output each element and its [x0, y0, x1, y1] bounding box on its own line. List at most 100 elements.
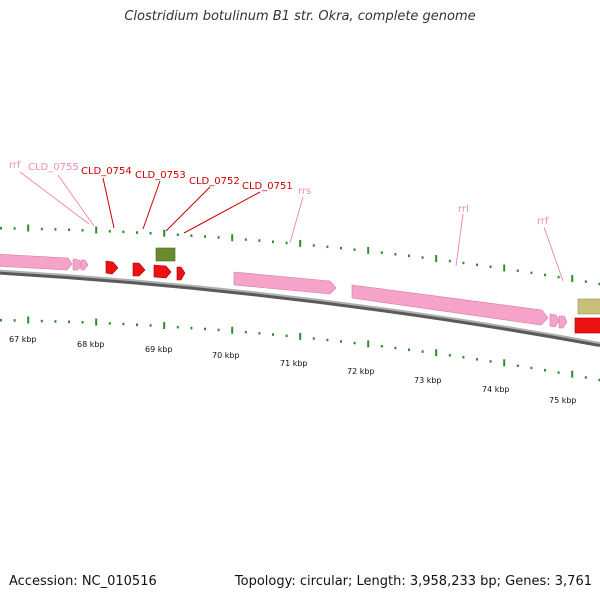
rna-feature[interactable] — [72, 258, 83, 271]
scale-minor-tick — [204, 327, 206, 331]
scale-minor-tick — [258, 332, 261, 335]
scale-major-tick — [27, 316, 30, 324]
scale-minor-tick — [340, 246, 342, 250]
cds-feature[interactable] — [153, 264, 172, 279]
feature-label[interactable]: rrf — [9, 160, 21, 171]
genome-backbone — [0, 269, 600, 344]
rna-feature[interactable] — [0, 253, 73, 271]
scale-minor-tick — [0, 319, 2, 322]
upper-scale-dots — [0, 224, 600, 286]
scale-minor-tick — [312, 337, 315, 340]
scale-minor-tick — [54, 320, 57, 323]
genome-summary-text: Topology: circular; Length: 3,958,233 bp… — [234, 574, 592, 589]
rna-feature[interactable] — [351, 284, 549, 326]
scale-minor-tick — [312, 244, 315, 247]
scale-minor-tick — [285, 334, 288, 338]
scale-minor-tick — [421, 256, 424, 259]
rna-feature[interactable] — [80, 259, 89, 271]
scale-tick-label: 69 kbp — [145, 345, 173, 354]
scale-minor-tick — [476, 263, 478, 267]
label-leader-lines — [19, 171, 564, 282]
scale-minor-tick — [557, 371, 560, 374]
scale-tick-label: 70 kbp — [212, 351, 240, 360]
scale-minor-tick — [353, 248, 356, 251]
scale-tick-label: 67 kbp — [9, 335, 37, 344]
feature-label[interactable]: CLD_0751 — [242, 181, 293, 192]
scale-minor-tick — [217, 236, 220, 239]
scale-major-tick — [95, 318, 98, 326]
scale-minor-tick — [340, 340, 342, 343]
gene-feature-tan[interactable] — [577, 298, 600, 315]
scale-minor-tick — [149, 232, 152, 235]
scale-minor-tick — [0, 227, 2, 230]
scale-minor-tick — [54, 228, 57, 231]
scale-major-tick — [571, 275, 574, 283]
scale-minor-tick — [421, 350, 424, 353]
feature-label[interactable]: rrs — [298, 186, 311, 197]
scale-minor-tick — [462, 261, 465, 265]
feature-track — [0, 247, 600, 334]
scale-minor-tick — [544, 369, 546, 372]
gene-feature-green[interactable] — [155, 247, 176, 262]
scale-major-tick — [571, 370, 574, 378]
scale-minor-tick — [516, 269, 519, 272]
scale-major-tick — [435, 349, 438, 357]
cds-feature[interactable] — [132, 262, 146, 277]
scale-minor-tick — [176, 325, 179, 329]
scale-minor-tick — [394, 346, 397, 350]
scale-major-tick — [367, 340, 370, 348]
cds-feature[interactable] — [105, 260, 119, 275]
feature-label[interactable]: CLD_0754 — [81, 166, 132, 177]
rna-feature[interactable] — [558, 315, 568, 329]
scale-minor-tick — [108, 230, 111, 233]
feature-label[interactable]: rrl — [458, 204, 469, 215]
scale-major-tick — [163, 229, 166, 237]
genome-title: Clostridium botulinum B1 str. Okra, comp… — [124, 9, 476, 24]
scale-minor-tick — [81, 229, 84, 232]
scale-minor-tick — [149, 324, 152, 327]
scale-minor-tick — [380, 345, 383, 348]
scale-tick-labels: 67 kbp 68 kbp 69 kbp 70 kbp 71 kbp 72 kb… — [9, 335, 577, 405]
scale-major-tick — [503, 264, 506, 272]
cds-feature[interactable] — [574, 317, 600, 334]
scale-minor-tick — [408, 348, 410, 351]
scale-minor-tick — [326, 338, 329, 342]
feature-label[interactable]: CLD_0755 — [28, 162, 79, 173]
scale-minor-tick — [584, 280, 587, 283]
feature-label[interactable]: CLD_0753 — [135, 170, 186, 181]
scale-minor-tick — [40, 319, 43, 323]
rna-feature[interactable] — [233, 271, 337, 295]
scale-minor-tick — [68, 320, 70, 324]
accession-text: Accession: NC_010516 — [9, 574, 157, 589]
scale-minor-tick — [462, 356, 465, 359]
scale-minor-tick — [68, 228, 70, 231]
scale-minor-tick — [108, 322, 111, 325]
scale-minor-tick — [326, 245, 329, 249]
scale-tick-label: 71 kbp — [280, 359, 308, 368]
scale-minor-tick — [408, 254, 410, 258]
scale-minor-tick — [557, 275, 560, 279]
scale-minor-tick — [353, 341, 356, 345]
scale-minor-tick — [244, 238, 247, 241]
cds-feature[interactable] — [176, 266, 186, 281]
scale-minor-tick — [598, 378, 600, 382]
feature-labels: rrf CLD_0755 CLD_0754 CLD_0753 CLD_0752 … — [9, 160, 549, 227]
feature-label[interactable]: rrf — [537, 216, 549, 227]
scale-minor-tick — [122, 322, 125, 326]
feature-label[interactable]: CLD_0752 — [189, 176, 240, 187]
scale-major-tick — [299, 332, 302, 340]
scale-major-tick — [95, 226, 98, 234]
rna-feature[interactable] — [549, 313, 560, 328]
scale-minor-tick — [272, 333, 274, 336]
scale-minor-tick — [217, 328, 220, 332]
scale-minor-tick — [13, 227, 16, 230]
scale-minor-tick — [544, 273, 546, 277]
scale-minor-tick — [190, 234, 193, 237]
scale-minor-tick — [81, 321, 84, 324]
scale-tick-label: 68 kbp — [77, 340, 105, 349]
scale-minor-tick — [380, 251, 383, 254]
scale-tick-label: 73 kbp — [414, 376, 442, 385]
scale-minor-tick — [13, 319, 16, 322]
scale-minor-tick — [448, 259, 451, 263]
